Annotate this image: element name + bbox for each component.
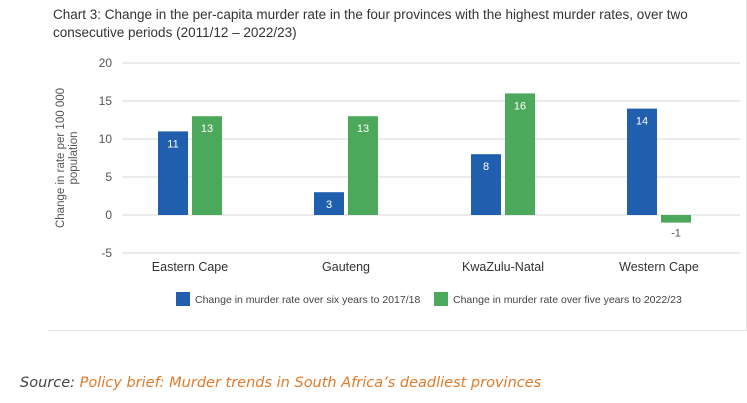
y-axis-label: Change in rate per 100 000population <box>55 88 80 228</box>
y-tick-label: 0 <box>105 208 112 222</box>
chart-title: Chart 3: Change in the per-capita murder… <box>53 7 688 40</box>
bar-five-years <box>505 93 535 215</box>
y-axis-label-line: population <box>68 131 80 184</box>
bar-value-label: 14 <box>636 116 648 128</box>
x-category-label: Eastern Cape <box>152 260 228 274</box>
source-link[interactable]: Policy brief: Murder trends in South Afr… <box>79 375 542 391</box>
bar-value-label: -1 <box>671 228 681 240</box>
source-line: Source: Policy brief: Murder trends in S… <box>20 375 541 391</box>
y-tick-label: 15 <box>99 94 113 108</box>
y-tick-label: 10 <box>99 132 113 146</box>
bar-value-label: 11 <box>167 138 178 150</box>
legend-label: Change in murder rate over six years to … <box>195 294 420 306</box>
bar-chart: -5 0 5 10 15 20 Change in rate per 100 000popu… <box>55 56 740 306</box>
y-axis-label-line: Change in rate per 100 000 <box>55 88 67 228</box>
bar-six-years <box>158 131 188 215</box>
y-tick-label: 20 <box>99 56 113 70</box>
y-tick-label: 5 <box>105 170 112 184</box>
x-category-label: Gauteng <box>322 260 370 274</box>
legend-swatch <box>176 292 190 306</box>
bar-value-label: 3 <box>326 199 332 211</box>
bar-five-years <box>192 116 222 215</box>
source-prefix: Source: <box>20 375 80 391</box>
bar-five-years <box>661 215 691 223</box>
y-tick-label: -5 <box>101 246 112 260</box>
bar-five-years <box>348 116 378 215</box>
legend-swatch <box>434 292 448 306</box>
legend-label: Change in murder rate over five years to… <box>453 294 682 306</box>
bar-value-label: 16 <box>514 100 526 112</box>
x-category-label: Western Cape <box>619 260 699 274</box>
x-category-label: KwaZulu-Natal <box>462 260 544 274</box>
bar-six-years <box>471 154 501 215</box>
bar-value-label: 13 <box>201 123 213 135</box>
bar-value-label: 13 <box>357 123 369 135</box>
bar-value-label: 8 <box>483 161 489 173</box>
bar-six-years <box>627 108 657 215</box>
bar-six-years <box>314 192 344 215</box>
